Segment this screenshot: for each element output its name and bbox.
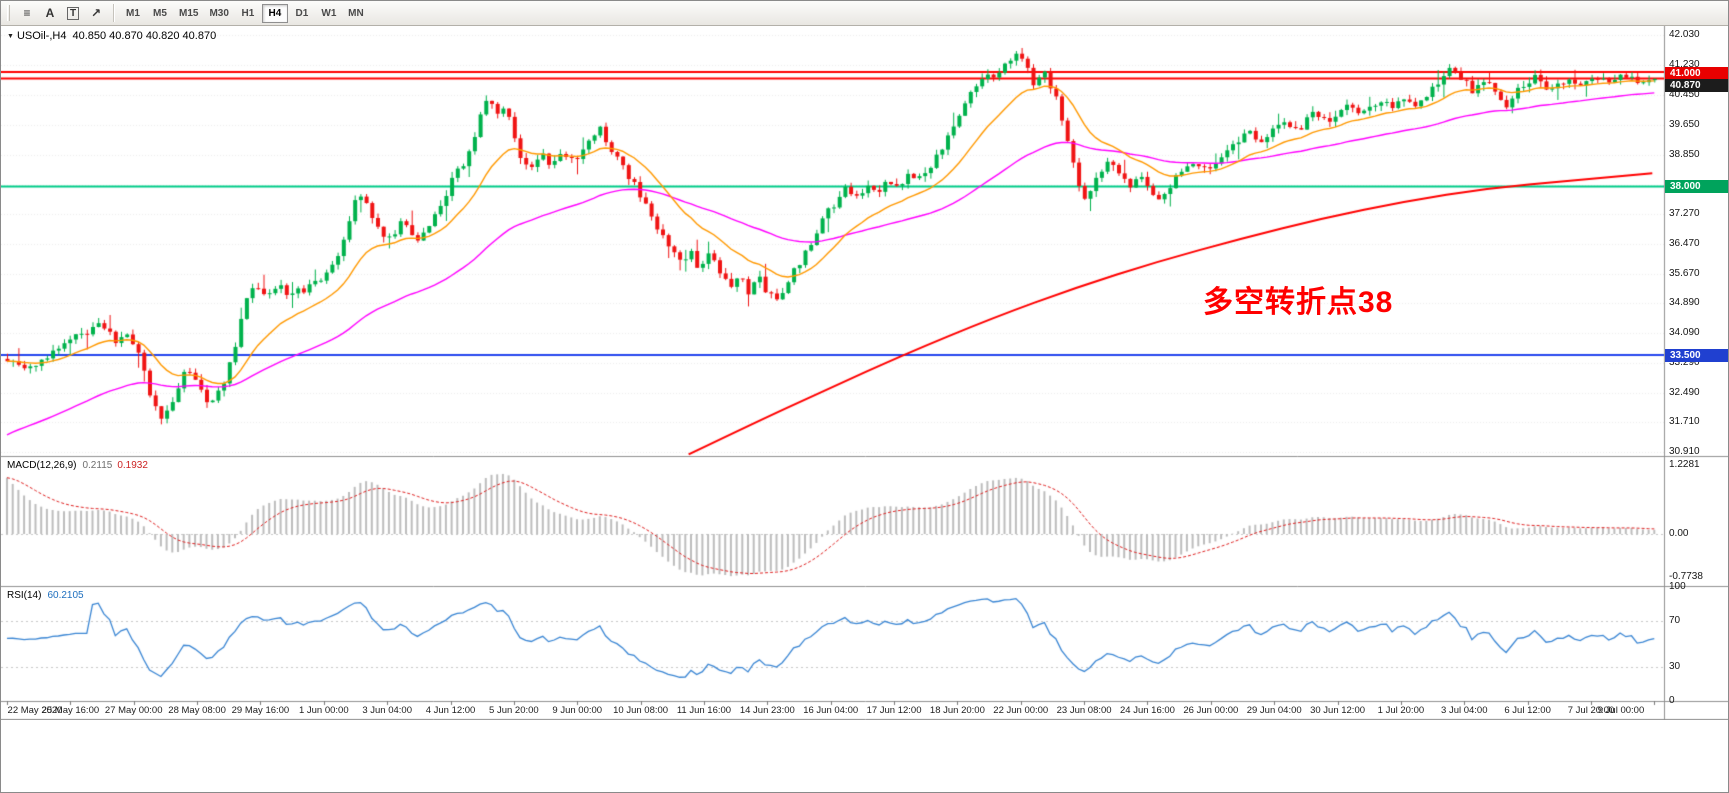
arrow-tool-icon[interactable]: ↗: [90, 6, 102, 20]
text-label-t-icon[interactable]: T: [62, 3, 84, 23]
timeframe-button-h1[interactable]: H1: [241, 7, 255, 19]
timeframe-button-mn[interactable]: MN: [348, 7, 364, 19]
drawing-tools-group: ≡ A T ↗: [16, 3, 107, 23]
timeframe-button-w1[interactable]: W1: [321, 7, 337, 19]
timeframe-button-m5[interactable]: M5: [153, 7, 167, 19]
timeframe-button-d1[interactable]: D1: [295, 7, 309, 19]
price-chart-canvas[interactable]: [1, 26, 1728, 720]
timeframe-button-h4[interactable]: H4: [261, 3, 288, 23]
chart-area[interactable]: ▼ USOil-,H4 40.850 40.870 40.820 40.870 MA…: [1, 26, 1728, 720]
toolbar-grip[interactable]: [7, 5, 10, 21]
toolbar-separator: [113, 4, 114, 22]
top-toolbar: ≡ A T ↗ M1 M5 M15 M30 H1 H4 D1 W1 MN: [1, 1, 1728, 26]
text-tool-a-icon[interactable]: A: [45, 6, 55, 20]
timeframe-button-m30[interactable]: M30: [209, 7, 229, 19]
timeframe-buttons-group: M1 M5 M15 M30 H1 H4 D1 W1 MN: [120, 3, 369, 23]
timeframe-button-m1[interactable]: M1: [126, 7, 140, 19]
timeframe-button-m15[interactable]: M15: [179, 7, 199, 19]
menu-lines-icon[interactable]: ≡: [23, 6, 31, 20]
